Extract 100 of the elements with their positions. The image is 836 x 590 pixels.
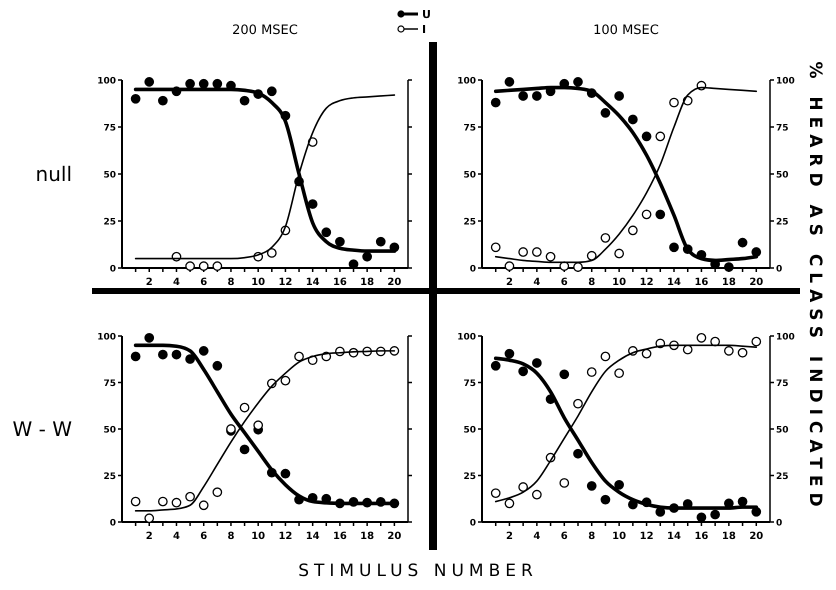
y-tick-label: 50 xyxy=(103,426,116,436)
point xyxy=(280,376,290,386)
point xyxy=(198,78,209,89)
point xyxy=(710,510,720,520)
y-axis-title: null xyxy=(36,162,72,186)
y-tick-label: 0 xyxy=(110,518,116,528)
point xyxy=(642,348,652,359)
point xyxy=(518,247,528,257)
x-tick-label: 6 xyxy=(200,277,208,288)
point xyxy=(158,96,168,106)
y-axis-title: W - W xyxy=(12,417,72,441)
x-tick-label: 4 xyxy=(533,277,540,288)
point xyxy=(198,500,209,510)
x-tick-label: 18 xyxy=(722,531,736,542)
point xyxy=(144,333,154,343)
point xyxy=(586,481,597,491)
point xyxy=(504,348,514,359)
point xyxy=(158,350,168,360)
x-tick-label: 20 xyxy=(387,277,402,288)
point xyxy=(614,480,624,490)
point xyxy=(586,250,597,261)
point xyxy=(518,91,528,101)
point xyxy=(212,261,222,271)
y-tick-label: 75 xyxy=(463,379,476,389)
point xyxy=(532,490,542,500)
x-tick-label: 12 xyxy=(278,277,292,288)
y-tick-label: 25 xyxy=(463,472,476,482)
x-tick-label: 18 xyxy=(360,277,374,288)
point xyxy=(130,94,140,104)
point xyxy=(172,350,182,360)
x-tick-label: 6 xyxy=(560,277,568,288)
y2-tick-label: 50 xyxy=(776,170,789,180)
y2-tick-label: 100 xyxy=(776,76,795,86)
point xyxy=(642,132,652,142)
point xyxy=(158,496,168,506)
point xyxy=(504,261,514,271)
y-tick-label: 100 xyxy=(457,76,476,86)
point xyxy=(172,498,182,508)
x-tick-label: 16 xyxy=(332,531,347,542)
point xyxy=(185,261,195,271)
point xyxy=(642,210,652,220)
x-tick-label: 18 xyxy=(360,531,374,542)
y-tick-label: 100 xyxy=(97,76,116,86)
point xyxy=(724,262,734,272)
x-tick-label: 16 xyxy=(694,277,708,288)
y2-tick-label: 0 xyxy=(776,518,782,528)
x-tick-label: 16 xyxy=(694,531,708,542)
point xyxy=(518,482,528,492)
point xyxy=(144,77,154,87)
point xyxy=(600,352,610,362)
point xyxy=(266,86,277,96)
point xyxy=(266,248,277,258)
y2-tick-label: 100 xyxy=(776,332,795,342)
x-tick-label: 2 xyxy=(506,531,513,542)
point xyxy=(559,478,570,488)
point xyxy=(682,344,693,354)
x-tick-label: 6 xyxy=(200,531,208,542)
legend-label: I xyxy=(422,23,426,36)
legend-label: U xyxy=(422,8,431,21)
y-tick-label: 100 xyxy=(457,332,476,342)
y2-tick-label: 25 xyxy=(776,472,789,482)
point xyxy=(198,346,209,356)
point xyxy=(600,233,610,243)
x-tick-label: 8 xyxy=(588,277,596,288)
point xyxy=(321,227,332,238)
point xyxy=(586,367,597,377)
point xyxy=(362,252,372,262)
point xyxy=(573,398,583,409)
point xyxy=(600,494,610,505)
point xyxy=(738,496,748,506)
y-tick-label: 50 xyxy=(463,170,476,180)
x-tick-label: 8 xyxy=(588,531,596,542)
x-tick-label: 8 xyxy=(227,277,234,288)
point xyxy=(504,498,514,508)
point xyxy=(751,247,762,257)
point xyxy=(185,492,195,502)
point xyxy=(490,360,501,371)
point xyxy=(532,247,542,257)
x-tick-label: 18 xyxy=(722,277,736,288)
point xyxy=(546,252,556,262)
point xyxy=(614,368,624,378)
x-tick-label: 10 xyxy=(612,531,626,542)
point xyxy=(490,242,501,252)
x-tick-label: 4 xyxy=(533,531,540,542)
point xyxy=(198,261,209,271)
point xyxy=(130,352,140,362)
x-tick-label: 2 xyxy=(146,531,153,542)
y-tick-label: 25 xyxy=(463,218,476,228)
point xyxy=(600,108,610,118)
y-tick-label: 75 xyxy=(103,379,116,389)
x-tick-label: 4 xyxy=(172,531,180,542)
x-tick-label: 10 xyxy=(251,277,266,288)
point xyxy=(573,448,583,459)
point xyxy=(614,248,624,258)
point xyxy=(253,420,264,430)
point xyxy=(294,352,304,362)
x-tick-label: 12 xyxy=(640,531,654,542)
point xyxy=(696,512,706,522)
point xyxy=(185,354,195,364)
point xyxy=(669,98,679,108)
